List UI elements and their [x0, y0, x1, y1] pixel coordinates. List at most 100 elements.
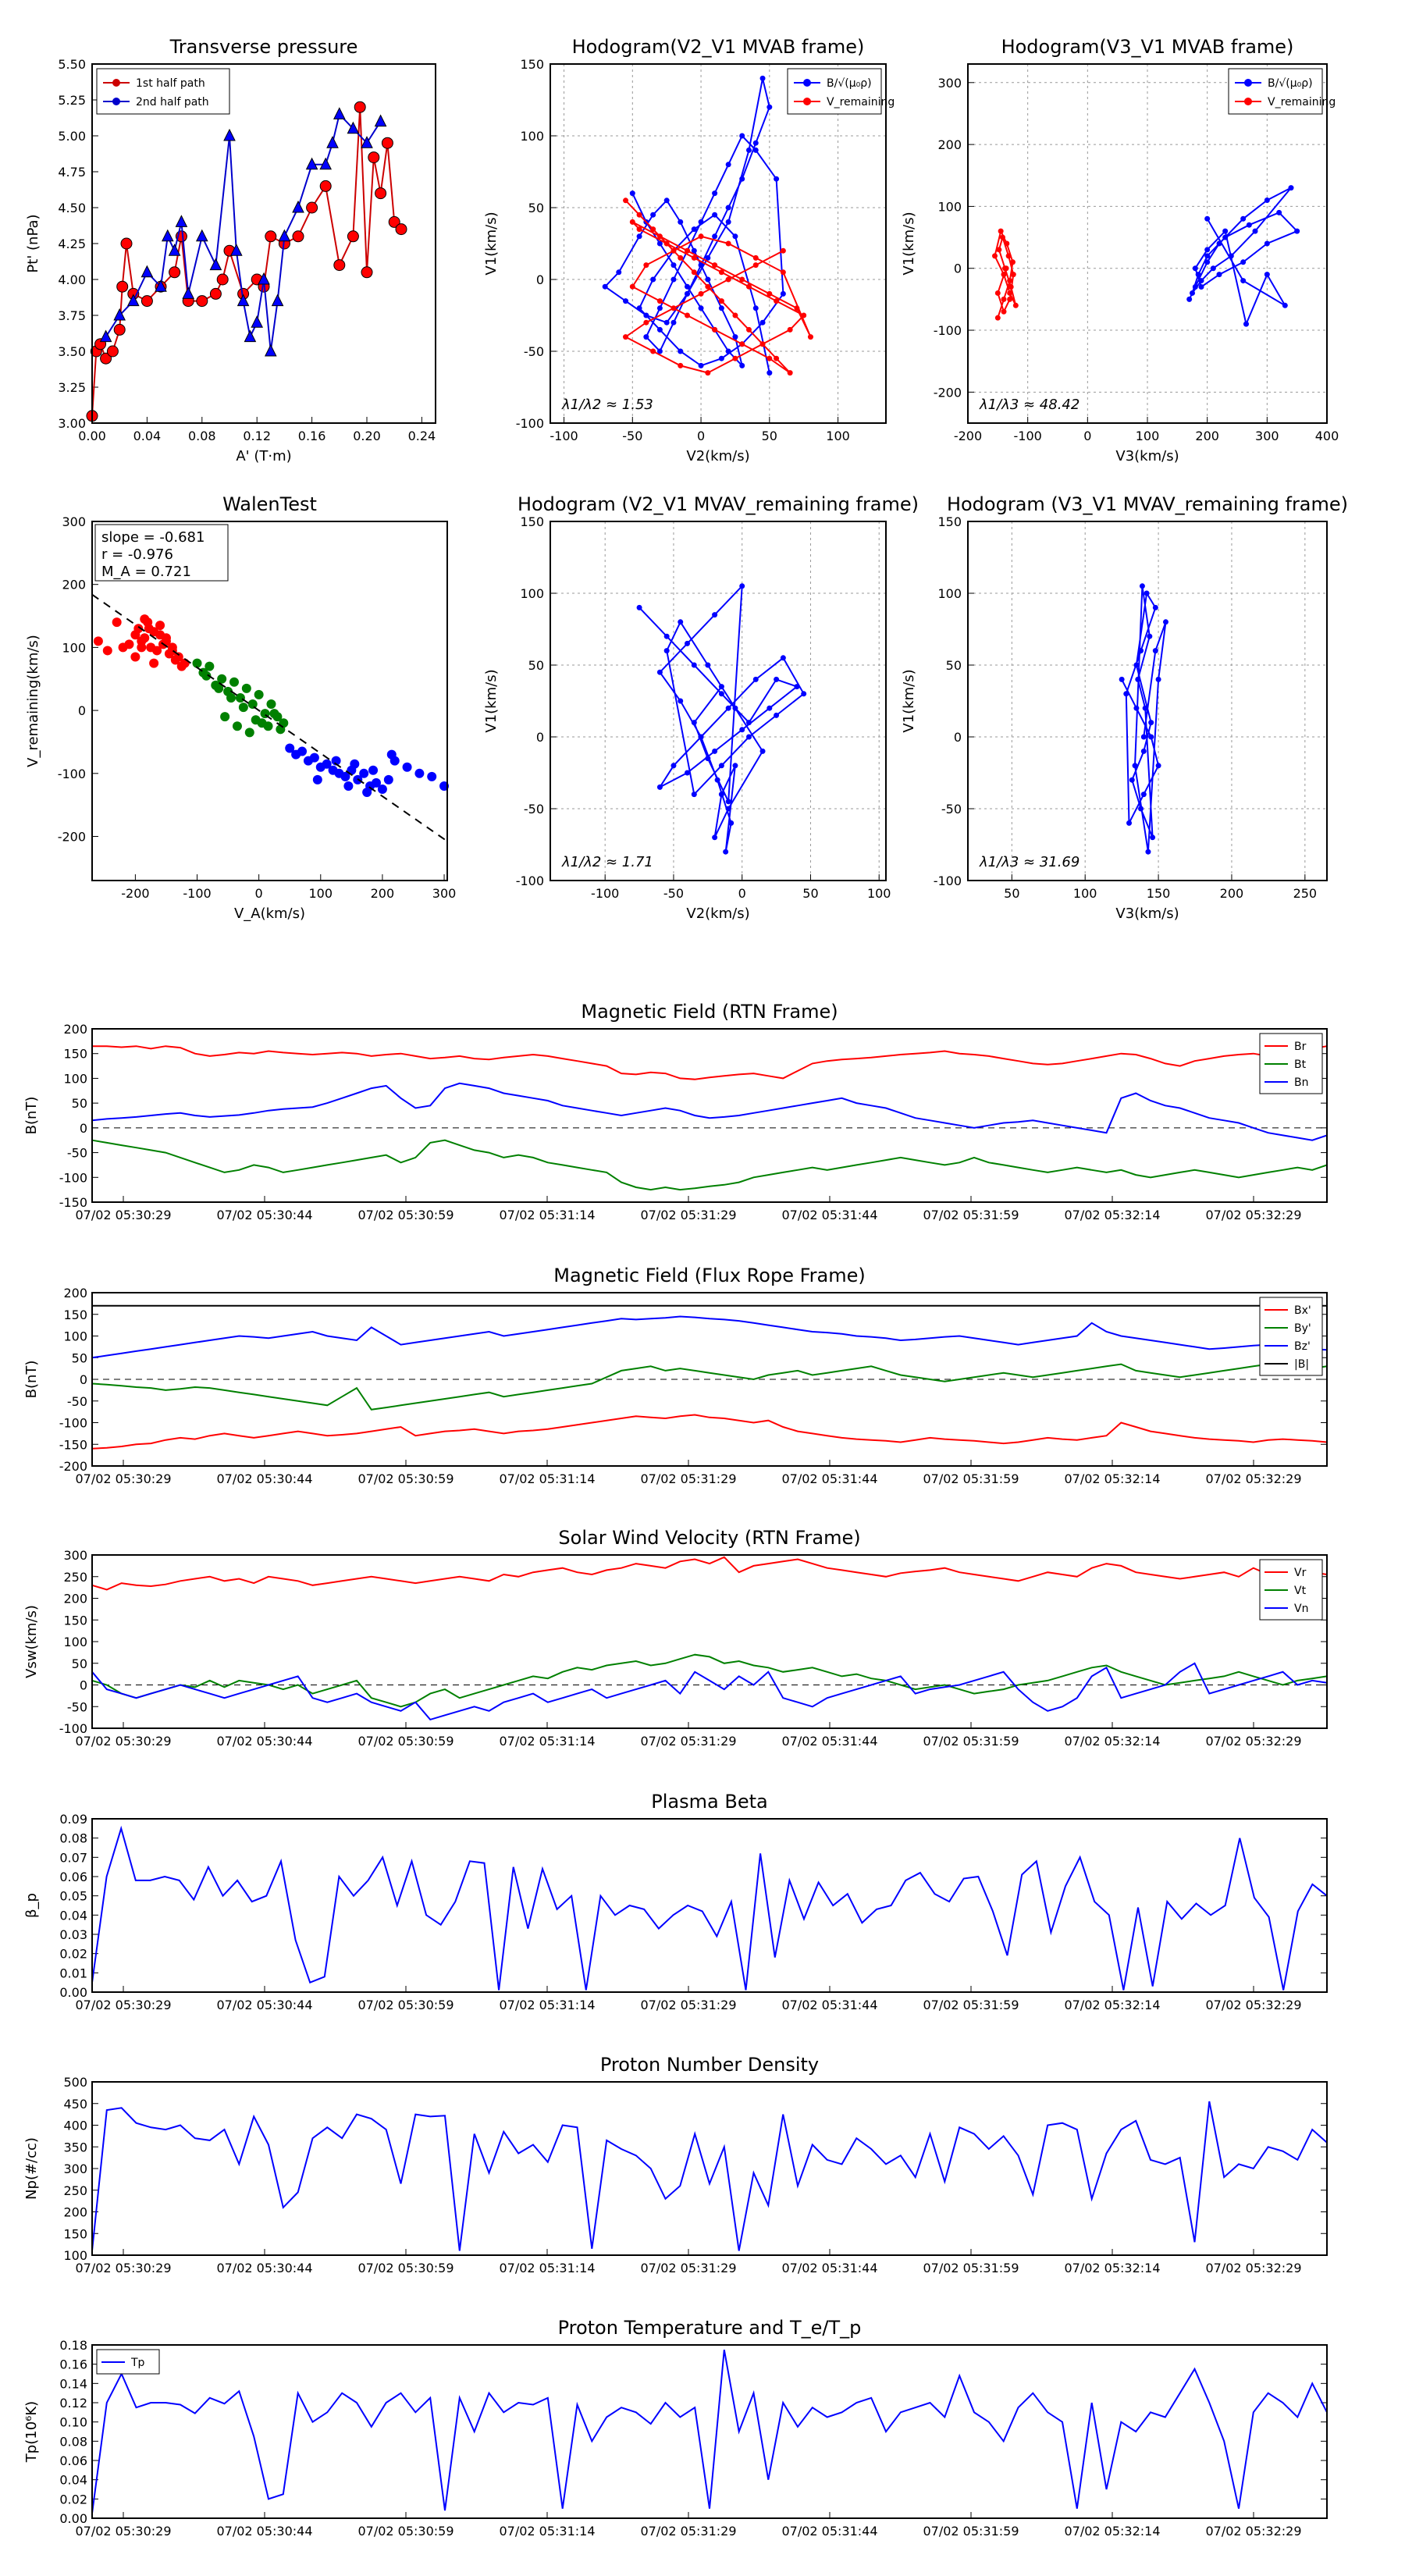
axes-frame — [967, 521, 1328, 881]
x-tick-label: 0 — [1083, 429, 1091, 443]
data-point — [388, 215, 400, 228]
x-tick-label: 07/02 05:31:29 — [640, 1471, 736, 1486]
data-point — [712, 233, 718, 240]
data-point — [1007, 290, 1013, 296]
y-tick-label: 100 — [62, 640, 86, 655]
data-point — [254, 689, 264, 699]
data-point — [705, 370, 711, 376]
y-tick-label: 0 — [954, 730, 962, 745]
data-point — [196, 295, 208, 308]
stats-box — [94, 524, 229, 582]
data-point — [723, 849, 729, 855]
y-tick-label: 0.10 — [59, 2415, 87, 2430]
data-point — [350, 759, 360, 769]
y-tick-label: 150 — [63, 2226, 87, 2241]
data-point — [205, 661, 215, 671]
axes-frame — [91, 2344, 1328, 2519]
legend-entry: V_remaining — [827, 96, 895, 109]
data-point — [113, 323, 126, 336]
data-point — [161, 633, 171, 643]
x-tick-label: 07/02 05:32:14 — [1064, 1734, 1160, 1749]
legend: B/√(μ₀ρ) V_remaining — [787, 68, 895, 115]
data-point — [374, 114, 387, 127]
data-point — [739, 583, 745, 589]
x-tick-label: 100 — [826, 429, 850, 443]
x-tick-label: 07/02 05:31:59 — [923, 2524, 1019, 2539]
y-tick-label: 5.50 — [58, 57, 86, 72]
data-point — [1192, 284, 1198, 290]
data-point — [670, 763, 677, 769]
x-tick-label: 07/02 05:30:29 — [75, 1208, 171, 1222]
y-tick-label: -150 — [59, 1437, 87, 1452]
data-point — [1162, 619, 1168, 625]
data-point — [728, 820, 735, 826]
data-point — [309, 753, 319, 763]
ts-panel-1: -150 -100 -50 0 50 100 150 200 07/02 05:30:29 07/… — [23, 1001, 1328, 1222]
data-point — [278, 229, 291, 242]
data-point — [100, 352, 112, 365]
legend-entry: Bx' — [1294, 1304, 1311, 1317]
y-tick-label: 200 — [937, 137, 962, 152]
data-point — [140, 295, 153, 308]
x-tick-label: 07/02 05:30:44 — [216, 2261, 312, 2275]
x-tick-label: 07/02 05:32:29 — [1205, 1208, 1301, 1222]
legend-box — [1228, 68, 1323, 115]
y-tick-label: 100 — [520, 129, 544, 144]
data-point — [264, 343, 277, 357]
data-point — [752, 676, 759, 682]
eigen-ratio: λ1/λ2 ≈ 1.53 — [561, 397, 653, 413]
x-tick-label: 07/02 05:32:14 — [1064, 1208, 1160, 1222]
data-point — [1126, 820, 1133, 826]
y-axis-label: Tp(10⁶K) — [23, 2401, 40, 2463]
data-point — [780, 290, 786, 297]
axes-frame — [91, 63, 436, 424]
x-tick-label: 0.04 — [133, 429, 162, 443]
data-point — [258, 272, 270, 285]
legend-entry: Bt — [1294, 1059, 1307, 1071]
data-point — [650, 212, 656, 218]
data-point — [1216, 240, 1222, 247]
data-point — [306, 201, 318, 214]
y-tick-label: -50 — [524, 802, 544, 817]
y-tick-label: -50 — [67, 1699, 87, 1714]
data-point — [192, 658, 202, 668]
y-tick-label: -100 — [516, 416, 544, 431]
data-point — [705, 283, 711, 290]
data-point — [670, 262, 677, 269]
data-point — [998, 228, 1004, 234]
data-point — [999, 234, 1005, 240]
data-point — [623, 334, 629, 340]
data-point — [1148, 734, 1154, 740]
y-tick-label: -50 — [67, 1394, 87, 1409]
data-point — [732, 312, 738, 318]
y-tick-label: 200 — [62, 578, 86, 592]
data-point — [670, 319, 677, 326]
data-point — [120, 237, 133, 250]
x-tick-label: 07/02 05:32:29 — [1205, 1734, 1301, 1749]
data-point — [780, 655, 786, 661]
data-point — [752, 147, 759, 153]
data-point — [144, 624, 154, 634]
x-tick-label: 07/02 05:30:44 — [216, 1734, 312, 1749]
series-line — [91, 1082, 1328, 1141]
data-point — [1190, 290, 1195, 296]
data-point — [1264, 197, 1270, 203]
data-point — [752, 262, 759, 269]
panel-title: Proton Number Density — [600, 2054, 819, 2076]
data-point — [650, 276, 656, 283]
data-point — [180, 658, 190, 668]
y-tick-label: -100 — [59, 1416, 87, 1431]
x-tick-label: -100 — [550, 429, 578, 443]
y-tick-label: 0.09 — [59, 1812, 87, 1827]
data-point — [1012, 302, 1019, 308]
data-point — [698, 233, 704, 240]
data-point — [331, 756, 341, 766]
data-point — [678, 619, 684, 625]
data-point — [223, 128, 236, 141]
data-point — [1140, 748, 1147, 754]
data-point — [1264, 272, 1270, 278]
x-tick-label: 400 — [1315, 429, 1339, 443]
y-tick-label: 3.00 — [58, 416, 86, 431]
y-tick-label: 0.12 — [59, 2396, 87, 2411]
data-point — [670, 305, 677, 311]
